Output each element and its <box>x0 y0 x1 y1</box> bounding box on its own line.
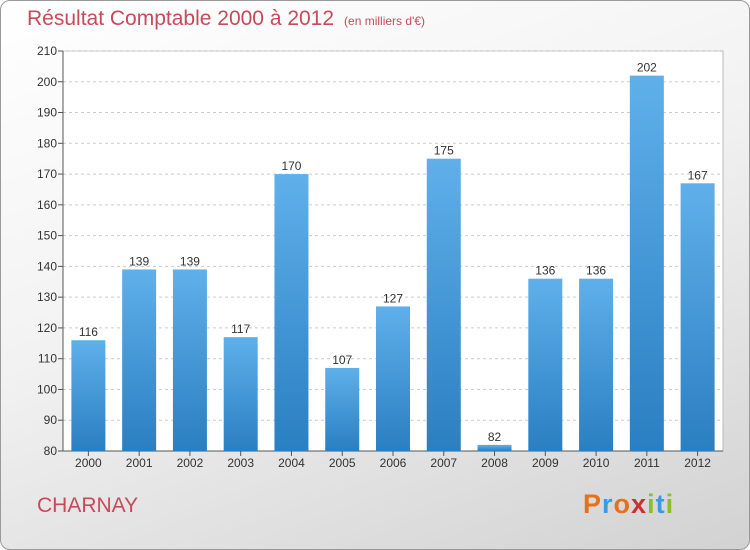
x-tick-label-2012: 2012 <box>684 456 711 470</box>
chart-title-text: Résultat Comptable 2000 à 2012 <box>27 7 335 30</box>
bar-2000 <box>71 340 106 451</box>
y-tick-label: 120 <box>37 321 57 335</box>
logo-letter: o <box>613 489 632 519</box>
bar-2005 <box>325 367 360 451</box>
data-label-2012: 167 <box>688 168 708 182</box>
bar-2001 <box>122 269 157 451</box>
data-label-2008: 82 <box>488 430 502 444</box>
bar-2003 <box>223 337 258 451</box>
data-label-2005: 107 <box>332 353 352 367</box>
logo-letter: r <box>602 489 614 519</box>
x-tick-label-2000: 2000 <box>75 456 102 470</box>
logo-letter: i <box>647 489 656 519</box>
logo-letter: x <box>631 489 648 519</box>
bar-2006 <box>376 306 410 451</box>
data-label-2011: 202 <box>637 61 657 75</box>
x-tick-label-2005: 2005 <box>329 456 356 470</box>
x-tick-label-2008: 2008 <box>481 456 508 470</box>
data-label-2004: 170 <box>281 159 301 173</box>
bar-2007 <box>426 158 461 451</box>
logo-letter: P <box>583 489 603 519</box>
data-label-2000: 116 <box>79 325 98 339</box>
proxiti-logo: Proxiti <box>583 489 674 520</box>
data-label-2009: 136 <box>535 264 555 278</box>
y-tick-label: 130 <box>37 290 57 304</box>
y-tick-label: 190 <box>37 106 57 120</box>
y-tick-label: 210 <box>37 44 57 58</box>
bar-2004 <box>274 174 309 452</box>
bar-2010 <box>579 278 614 451</box>
data-label-2002: 139 <box>180 254 200 268</box>
data-label-2010: 136 <box>586 264 606 278</box>
y-tick-label: 150 <box>37 229 57 243</box>
x-tick-label-2006: 2006 <box>380 456 407 470</box>
data-label-2007: 175 <box>434 144 454 158</box>
x-tick-label-2004: 2004 <box>278 456 305 470</box>
bar-2008 <box>477 444 512 451</box>
logo-letter: i <box>665 489 675 519</box>
y-tick-label: 160 <box>37 198 57 212</box>
y-tick-label: 140 <box>37 259 57 273</box>
x-tick-label-2011: 2011 <box>634 456 660 470</box>
bar-2002 <box>172 269 207 451</box>
bar-2009 <box>528 278 563 451</box>
y-tick-label: 200 <box>37 75 57 89</box>
y-tick-label: 170 <box>37 167 57 181</box>
x-tick-label-2003: 2003 <box>227 456 254 470</box>
x-tick-label-2007: 2007 <box>430 456 457 470</box>
data-label-2006: 127 <box>383 291 403 305</box>
data-label-2003: 117 <box>231 322 250 336</box>
chart-title: Résultat Comptable 2000 à 2012 (en millie… <box>27 7 425 31</box>
chart-subtitle: (en milliers d'€) <box>344 14 426 28</box>
y-tick-label: 100 <box>37 382 57 396</box>
data-label-2001: 139 <box>129 254 149 268</box>
y-tick-label: 180 <box>37 136 57 150</box>
bar-2012 <box>680 183 715 452</box>
bar-2011 <box>629 75 664 451</box>
x-tick-label-2001: 2001 <box>126 456 153 470</box>
city-name: CHARNAY <box>37 494 139 517</box>
x-tick-label-2009: 2009 <box>532 456 559 470</box>
x-tick-label-2010: 2010 <box>583 456 610 470</box>
y-tick-label: 90 <box>44 413 58 427</box>
y-tick-label: 110 <box>38 352 57 366</box>
logo-letter: t <box>655 489 666 519</box>
x-tick-label-2002: 2002 <box>177 456 204 470</box>
y-tick-label: 80 <box>44 444 58 458</box>
